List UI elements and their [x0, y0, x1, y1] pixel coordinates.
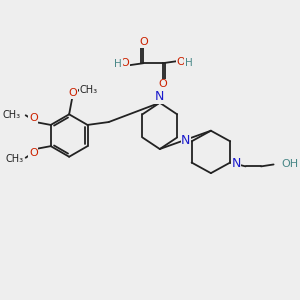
Text: N: N	[155, 91, 164, 103]
Text: O: O	[29, 113, 38, 123]
Text: O: O	[69, 88, 77, 98]
Text: O: O	[158, 80, 167, 89]
Text: O: O	[121, 58, 129, 68]
Text: N: N	[231, 157, 241, 170]
Text: CH₃: CH₃	[6, 154, 24, 164]
Text: O: O	[139, 37, 148, 47]
Text: CH₃: CH₃	[80, 85, 98, 95]
Text: OH: OH	[281, 158, 298, 169]
Text: CH₃: CH₃	[3, 110, 21, 120]
Text: H: H	[114, 59, 122, 69]
Text: O: O	[29, 148, 38, 158]
Text: O: O	[177, 57, 185, 67]
Text: N: N	[181, 134, 190, 147]
Text: H: H	[185, 58, 193, 68]
